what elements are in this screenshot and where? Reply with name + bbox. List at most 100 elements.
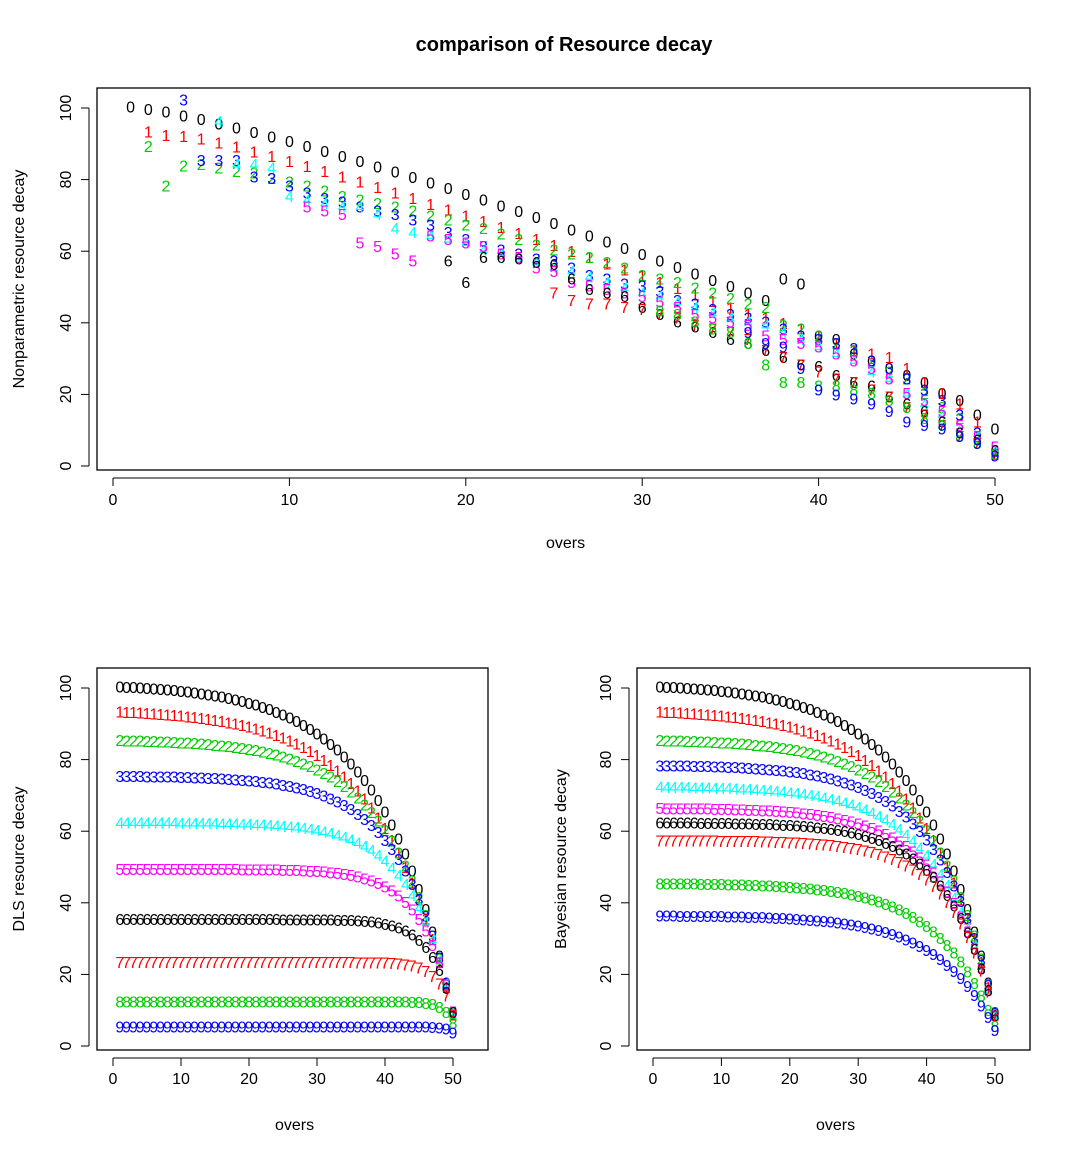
data-point-wickets-7: 7 xyxy=(936,886,945,903)
data-point-wickets-4: 4 xyxy=(867,364,876,381)
data-point-wickets-9: 9 xyxy=(292,1020,301,1037)
data-point-wickets-8: 8 xyxy=(731,877,740,894)
data-point-wickets-8: 8 xyxy=(761,357,770,374)
data-point-wickets-7: 7 xyxy=(170,955,179,972)
data-point-wickets-5: 5 xyxy=(662,801,671,818)
data-point-wickets-8: 8 xyxy=(292,995,301,1012)
data-point-wickets-3: 3 xyxy=(888,799,897,816)
data-point-wickets-2: 2 xyxy=(938,400,947,417)
data-point-wickets-2: 2 xyxy=(929,834,938,851)
data-point-wickets-1: 1 xyxy=(950,876,959,893)
data-point-wickets-2: 2 xyxy=(792,743,801,760)
data-point-wickets-4: 4 xyxy=(724,781,733,798)
data-point-wickets-5: 5 xyxy=(313,864,322,881)
data-point-wickets-8: 8 xyxy=(251,995,260,1012)
data-point-wickets-7: 7 xyxy=(163,955,172,972)
data-point-wickets-3: 3 xyxy=(299,782,308,799)
data-point-wickets-0: 0 xyxy=(421,902,430,919)
data-point-wickets-3: 3 xyxy=(231,772,240,789)
data-point-wickets-3: 3 xyxy=(638,279,647,296)
data-point-wickets-0: 0 xyxy=(920,375,929,392)
data-point-wickets-1: 1 xyxy=(444,203,453,220)
data-point-wickets-1: 1 xyxy=(231,717,240,734)
data-point-wickets-5: 5 xyxy=(826,810,835,827)
data-point-wickets-3: 3 xyxy=(867,786,876,803)
data-point-wickets-5: 5 xyxy=(435,956,444,973)
x-axis-label: overs xyxy=(816,1117,855,1134)
data-point-wickets-2: 2 xyxy=(806,746,815,763)
data-point-wickets-8: 8 xyxy=(360,995,369,1012)
data-point-wickets-2: 2 xyxy=(772,740,781,757)
data-point-wickets-7: 7 xyxy=(849,375,858,392)
data-point-wickets-7: 7 xyxy=(973,436,982,453)
data-point-wickets-6: 6 xyxy=(973,432,982,449)
data-point-wickets-7: 7 xyxy=(340,955,349,972)
data-point-wickets-6: 6 xyxy=(662,816,671,833)
data-point-wickets-9: 9 xyxy=(950,964,959,981)
data-point-wickets-3: 3 xyxy=(717,760,726,777)
x-axis-label: overs xyxy=(546,535,585,552)
data-point-wickets-7: 7 xyxy=(779,350,788,367)
data-point-wickets-0: 0 xyxy=(360,773,369,790)
data-point-wickets-4: 4 xyxy=(984,982,993,999)
data-point-wickets-8: 8 xyxy=(211,995,220,1012)
data-point-wickets-8: 8 xyxy=(170,995,179,1012)
data-point-wickets-4: 4 xyxy=(421,915,430,932)
data-point-wickets-6: 6 xyxy=(129,912,138,929)
data-point-wickets-3: 3 xyxy=(204,771,213,788)
data-point-wickets-7: 7 xyxy=(620,300,629,317)
data-point-wickets-7: 7 xyxy=(683,834,692,851)
data-point-wickets-9: 9 xyxy=(977,998,986,1015)
data-point-wickets-9: 9 xyxy=(435,1020,444,1037)
data-point-wickets-0: 0 xyxy=(177,684,186,701)
data-point-wickets-4: 4 xyxy=(532,255,541,272)
data-point-wickets-6: 6 xyxy=(792,819,801,836)
data-point-wickets-2: 2 xyxy=(224,739,233,756)
data-point-wickets-7: 7 xyxy=(758,834,767,851)
data-point-wickets-6: 6 xyxy=(724,816,733,833)
data-point-wickets-1: 1 xyxy=(765,715,774,732)
data-point-wickets-1: 1 xyxy=(303,159,312,176)
data-point-wickets-9: 9 xyxy=(703,909,712,926)
data-point-wickets-0: 0 xyxy=(126,100,135,117)
x-tick-label: 10 xyxy=(172,1071,190,1088)
data-point-wickets-8: 8 xyxy=(381,995,390,1012)
data-point-wickets-0: 0 xyxy=(956,882,965,899)
data-point-wickets-9: 9 xyxy=(265,1020,274,1037)
data-point-wickets-9: 9 xyxy=(340,1020,349,1037)
data-point-wickets-9: 9 xyxy=(861,920,870,937)
data-point-wickets-7: 7 xyxy=(726,325,735,342)
data-point-wickets-2: 2 xyxy=(190,736,199,753)
data-point-wickets-9: 9 xyxy=(401,1020,410,1037)
data-point-wickets-6: 6 xyxy=(122,912,131,929)
data-point-wickets-3: 3 xyxy=(673,293,682,310)
data-point-wickets-4: 4 xyxy=(814,339,823,356)
data-point-wickets-9: 9 xyxy=(963,979,972,996)
data-point-wickets-9: 9 xyxy=(874,923,883,940)
data-point-wickets-5: 5 xyxy=(391,246,400,263)
data-point-wickets-6: 6 xyxy=(710,816,719,833)
data-point-wickets-5: 5 xyxy=(279,863,288,880)
data-point-wickets-6: 6 xyxy=(984,983,993,1000)
data-point-wickets-0: 0 xyxy=(567,222,576,239)
data-point-wickets-7: 7 xyxy=(690,834,699,851)
data-point-wickets-2: 2 xyxy=(696,734,705,751)
data-point-wickets-7: 7 xyxy=(122,955,131,972)
data-point-wickets-9: 9 xyxy=(938,422,947,439)
data-point-wickets-9: 9 xyxy=(374,1020,383,1037)
data-point-wickets-1: 1 xyxy=(861,753,870,770)
data-point-wickets-4: 4 xyxy=(197,816,206,833)
data-point-wickets-5: 5 xyxy=(442,977,451,994)
data-point-wickets-9: 9 xyxy=(367,1020,376,1037)
data-point-wickets-9: 9 xyxy=(744,910,753,927)
data-point-wickets-9: 9 xyxy=(772,911,781,928)
data-point-wickets-0: 0 xyxy=(867,354,876,371)
data-point-wickets-2: 2 xyxy=(149,734,158,751)
data-point-wickets-7: 7 xyxy=(772,835,781,852)
data-point-wickets-2: 2 xyxy=(285,175,294,192)
data-point-wickets-2: 2 xyxy=(292,754,301,771)
data-point-wickets-2: 2 xyxy=(922,823,931,840)
data-point-wickets-2: 2 xyxy=(991,447,1000,464)
data-point-wickets-6: 6 xyxy=(435,963,444,980)
x-tick-label: 40 xyxy=(918,1071,936,1088)
